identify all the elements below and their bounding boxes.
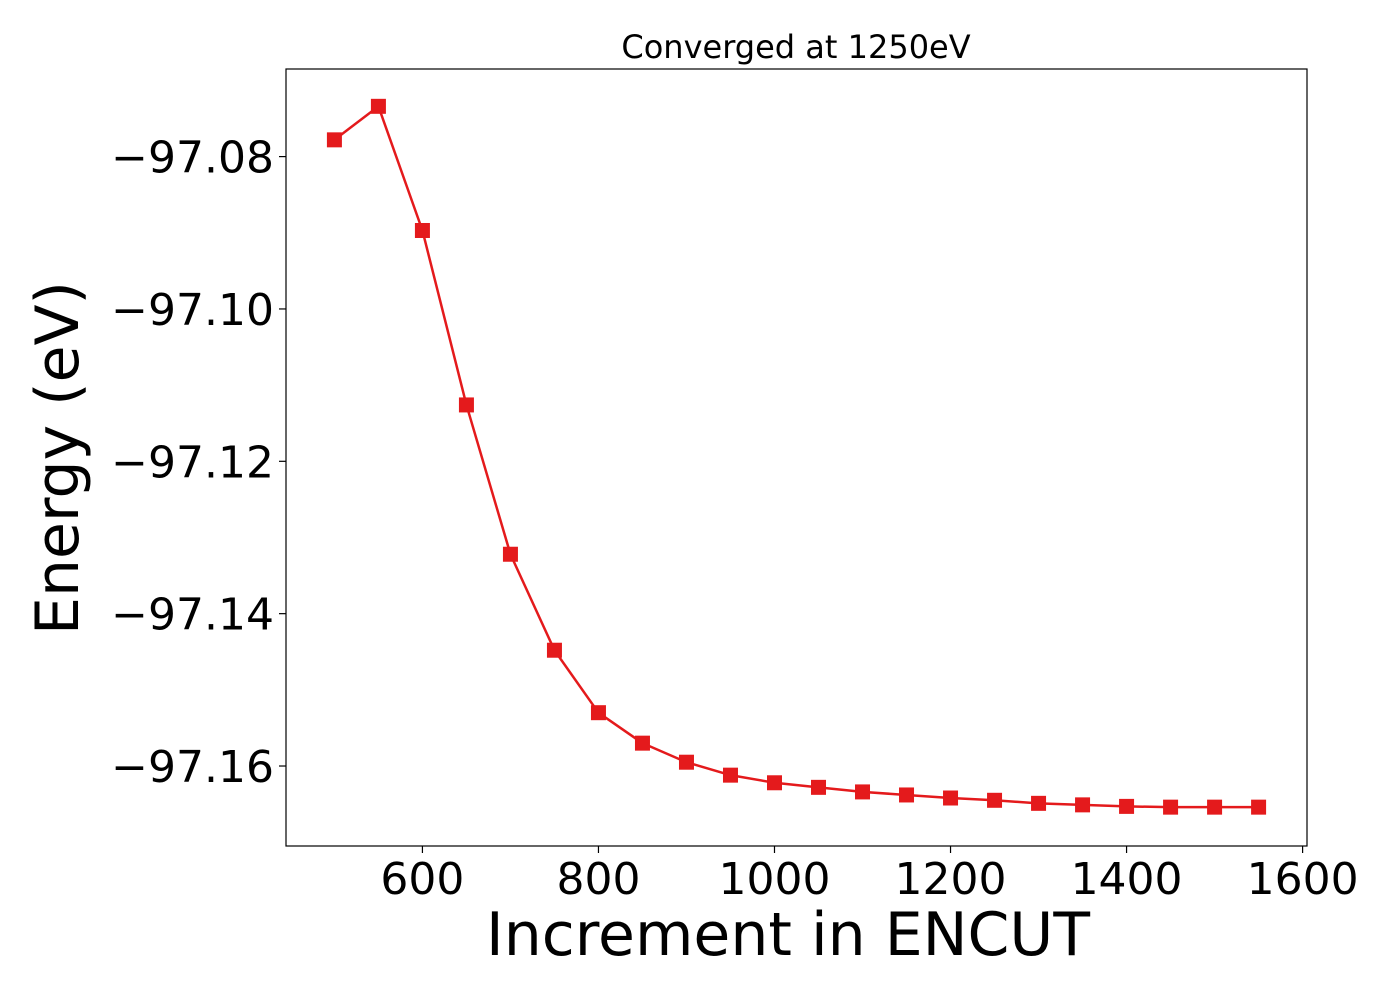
data-point-marker bbox=[458, 397, 474, 413]
series-layer bbox=[326, 98, 1267, 815]
x-tick-label: 600 bbox=[380, 854, 464, 905]
data-point-marker bbox=[502, 546, 518, 562]
data-point-marker bbox=[678, 754, 694, 770]
data-point-marker bbox=[766, 775, 782, 791]
x-axis: 600 800 1000 1200 1400 1600 bbox=[380, 846, 1359, 905]
data-point-marker bbox=[1031, 795, 1047, 811]
data-point-marker bbox=[1251, 799, 1267, 815]
data-point-marker bbox=[326, 132, 342, 148]
data-point-marker bbox=[722, 767, 738, 783]
data-point-marker bbox=[987, 792, 1003, 808]
data-point-marker bbox=[590, 705, 606, 721]
data-point-marker bbox=[899, 787, 915, 803]
y-axis: −97.08 −97.10 −97.12 −97.14 −97.16 bbox=[111, 133, 286, 793]
y-tick-label: −97.14 bbox=[111, 590, 274, 641]
data-point-marker bbox=[1163, 799, 1179, 815]
data-point-marker bbox=[634, 735, 650, 751]
x-tick-label: 1200 bbox=[895, 854, 1007, 905]
y-axis-label: Energy (eV) bbox=[23, 281, 93, 635]
y-tick-label: −97.12 bbox=[111, 437, 274, 488]
chart-title: Converged at 1250eV bbox=[621, 28, 970, 66]
data-point-marker bbox=[811, 779, 827, 795]
data-point-marker bbox=[855, 784, 871, 800]
data-point-marker bbox=[414, 222, 430, 238]
y-tick-label: −97.16 bbox=[111, 742, 274, 793]
plot-frame bbox=[285, 68, 1308, 847]
data-point-marker bbox=[943, 790, 959, 806]
data-point-marker bbox=[1119, 798, 1135, 814]
data-point-marker bbox=[370, 98, 386, 114]
data-point-marker bbox=[1207, 799, 1223, 815]
x-tick-label: 1400 bbox=[1071, 854, 1183, 905]
x-tick-label: 800 bbox=[556, 854, 640, 905]
x-tick-label: 1000 bbox=[719, 854, 831, 905]
series-line bbox=[333, 105, 1259, 809]
data-point-marker bbox=[1075, 797, 1091, 813]
y-tick-label: −97.08 bbox=[111, 133, 274, 184]
y-tick-label: −97.10 bbox=[111, 285, 274, 336]
data-point-marker bbox=[546, 642, 562, 658]
x-axis-label: Increment in ENCUT bbox=[486, 900, 1090, 970]
x-tick-label: 1600 bbox=[1247, 854, 1359, 905]
